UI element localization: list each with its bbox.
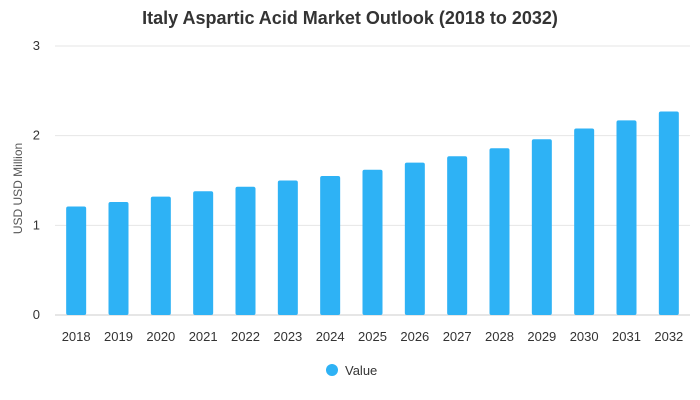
bar-2029[interactable] xyxy=(531,139,552,315)
chart-title: Italy Aspartic Acid Market Outlook (2018… xyxy=(142,8,558,28)
bar-2028[interactable] xyxy=(489,148,510,315)
bar-2030[interactable] xyxy=(574,128,595,315)
y-tick-label-0: 0 xyxy=(33,307,40,322)
bars xyxy=(66,111,679,315)
x-tick-label-2025: 2025 xyxy=(358,329,387,344)
bar-2021[interactable] xyxy=(193,191,214,315)
x-tick-label-2022: 2022 xyxy=(231,329,260,344)
x-tick-label-2023: 2023 xyxy=(273,329,302,344)
x-tick-label-2027: 2027 xyxy=(443,329,472,344)
y-axis-label: USD USD Million xyxy=(11,143,25,234)
x-tick-label-2020: 2020 xyxy=(146,329,175,344)
x-tick-label-2026: 2026 xyxy=(400,329,429,344)
x-tick-label-2029: 2029 xyxy=(527,329,556,344)
bar-2018[interactable] xyxy=(66,206,87,315)
bar-2031[interactable] xyxy=(616,120,637,315)
x-tick-label-2024: 2024 xyxy=(316,329,345,344)
legend[interactable]: Value xyxy=(326,363,377,378)
legend-label[interactable]: Value xyxy=(345,363,377,378)
bar-2020[interactable] xyxy=(150,196,171,315)
bar-2023[interactable] xyxy=(277,180,298,316)
x-tick-label-2021: 2021 xyxy=(189,329,218,344)
x-tick-label-2019: 2019 xyxy=(104,329,133,344)
bar-2027[interactable] xyxy=(447,156,468,315)
x-tick-label-2028: 2028 xyxy=(485,329,514,344)
x-tick-label-2031: 2031 xyxy=(612,329,641,344)
x-tick-label-2018: 2018 xyxy=(62,329,91,344)
y-axis-ticks: 0 1 2 3 xyxy=(33,38,40,322)
y-tick-label-3: 3 xyxy=(33,38,40,53)
bar-2024[interactable] xyxy=(320,176,341,315)
bar-2026[interactable] xyxy=(404,162,425,315)
bar-2032[interactable] xyxy=(658,111,679,315)
y-tick-label-1: 1 xyxy=(33,217,40,232)
x-tick-label-2030: 2030 xyxy=(570,329,599,344)
bar-2022[interactable] xyxy=(235,186,256,315)
bar-2019[interactable] xyxy=(108,202,129,315)
legend-marker xyxy=(326,364,338,376)
bar-2025[interactable] xyxy=(362,169,383,315)
y-tick-label-2: 2 xyxy=(33,128,40,143)
x-axis-ticks: 2018 2019 2020 2021 2022 2023 2024 2025 2026 2027… xyxy=(62,329,684,344)
x-tick-label-2032: 2032 xyxy=(654,329,683,344)
